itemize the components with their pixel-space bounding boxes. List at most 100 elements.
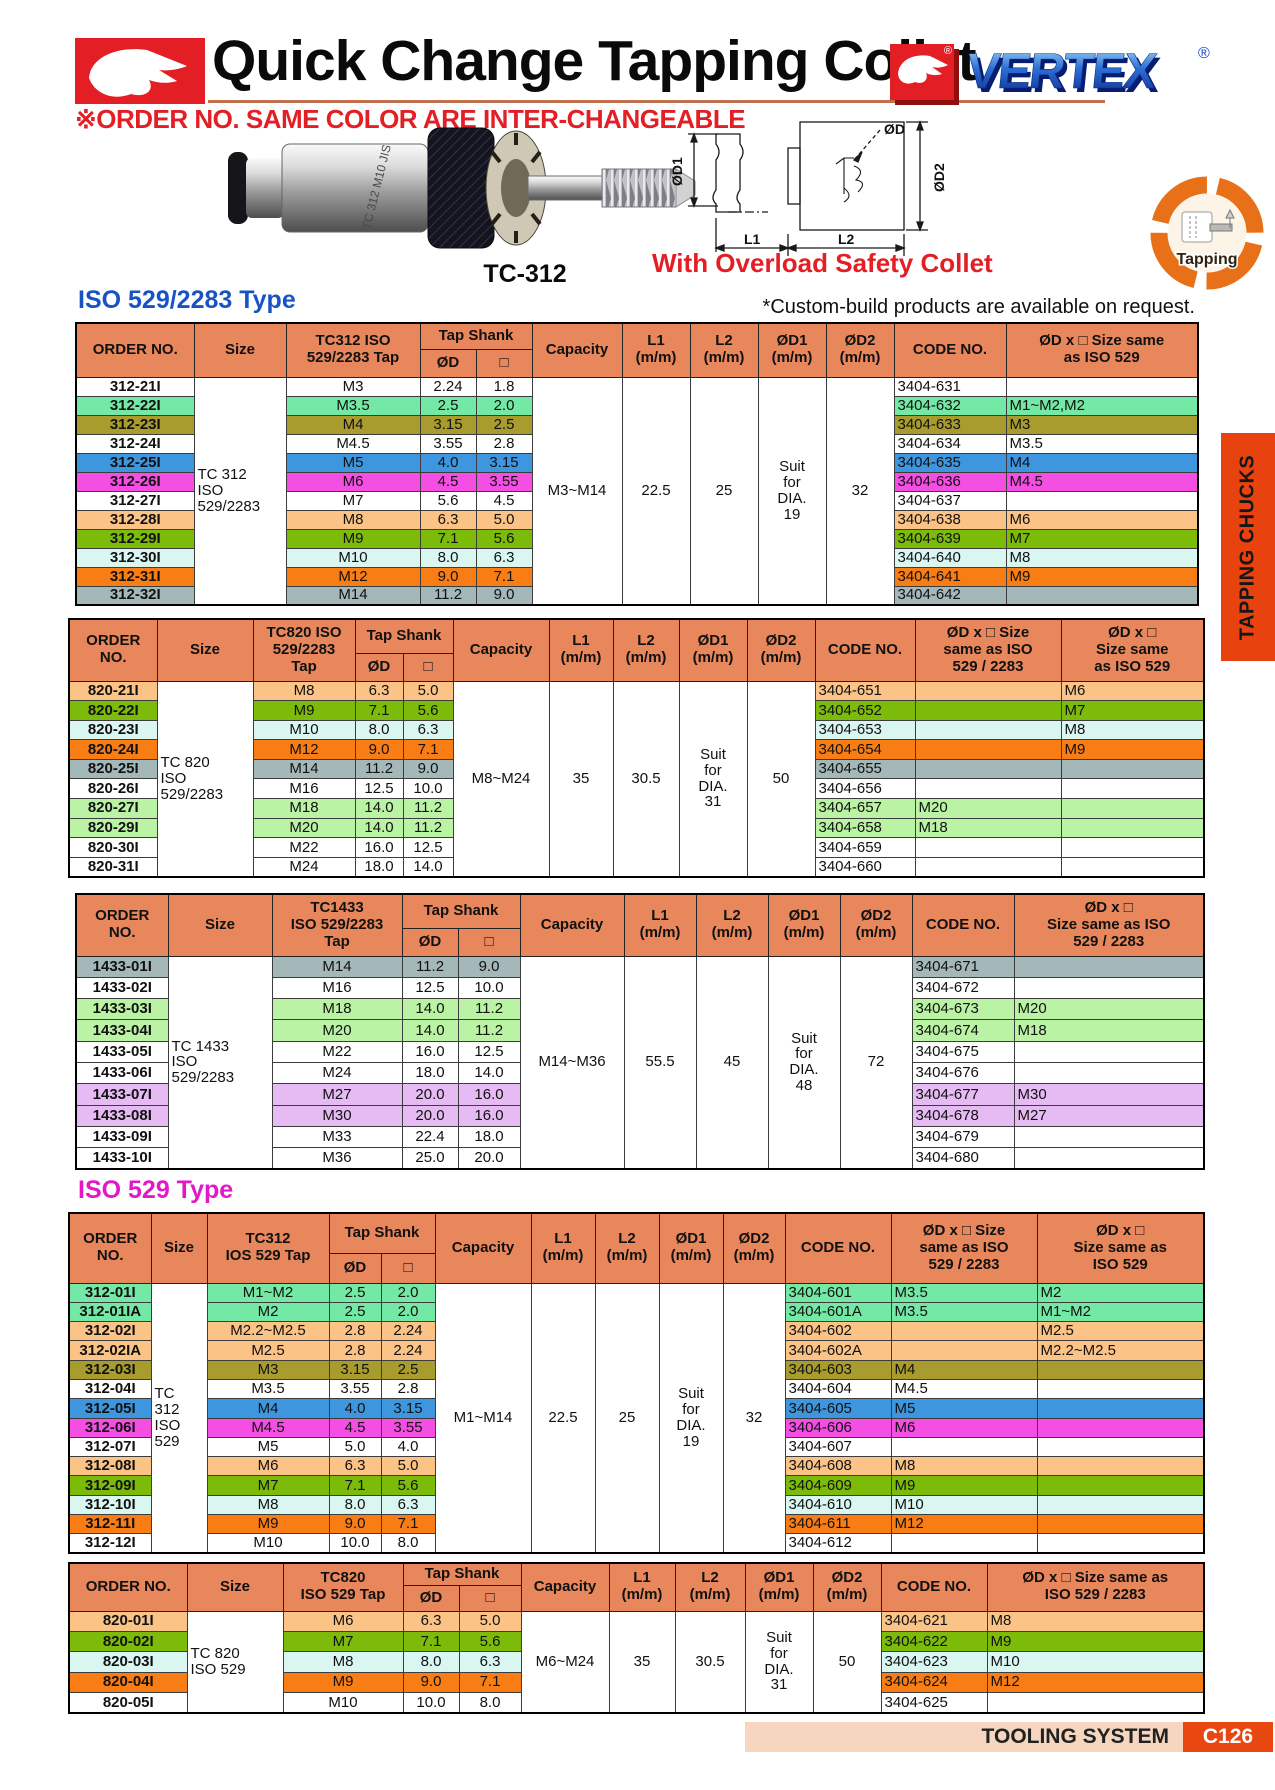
iso-equivalent-cell: M7 [1005,528,1199,549]
eagle-icon [89,49,187,97]
table-row: 820-22I M9 7.1 5.6 3404-652 M7 [68,700,1205,721]
order-no-cell: 312-06I [68,1417,152,1438]
table-row: 820-04I M9 9.0 7.1 3404-624 M12 [68,1671,1205,1694]
table-row: 820-31I M24 18.0 14.0 3404-660 [68,856,1205,878]
iso-equivalent-cell: M2.5 [1036,1321,1205,1342]
iso-equivalent-cell [1005,490,1199,511]
iso-equivalent-cell: M8 [1005,547,1199,568]
iso-equivalent-cell: M20 [914,798,1062,819]
col-header-l2: L2 (m/m) [674,1562,746,1612]
knurled-ring [427,127,495,249]
shank-square-cell: 5.6 [458,1630,522,1653]
iso-equivalent-cell [1013,1125,1205,1149]
col-header-shank-square: □ [475,348,533,378]
shank-od-cell: 20.0 [401,1104,459,1127]
shank-square-cell: 7.1 [380,1514,436,1535]
tap-size-cell: M1~M2 [206,1282,330,1303]
iso-equivalent-cell: M6 [1005,509,1199,530]
iso-equivalent-cell: M3.5 [1005,433,1199,454]
shank-od-cell: 6.3 [419,509,477,530]
shank-square-cell: 9.0 [457,955,521,978]
col-header-od2: ØD2 (m/m) [812,1562,882,1612]
shank-square-cell: 5.6 [475,528,533,549]
shank-od-cell: 3.55 [328,1378,382,1400]
tap-size-cell: M9 [285,528,421,549]
iso-equivalent-cell: M4.5 [890,1378,1038,1400]
shank-od-cell: 14.0 [354,798,404,819]
tap-size-cell: M3 [206,1359,330,1380]
shank-od-cell: 2.5 [328,1282,382,1303]
tap-size-cell: M14 [252,758,356,780]
iso-equivalent-cell [1005,585,1199,606]
code-no-cell: 3404-676 [911,1061,1015,1085]
table-row: 312-02I M2.2~M2.5 2.8 2.24 3404-602 M2.5 [68,1321,1205,1342]
tap-size-cell: M2 [206,1301,330,1323]
iso-equivalent-cell [914,700,1062,721]
order-no-cell: 820-23I [68,719,158,741]
size-cell: TC 820 ISO 529/2283 [156,680,254,878]
col-header-iso-equivalent: ØD x □ Size same as ISO 529 [1060,618,1205,682]
iso-equivalent-cell: M8 [890,1456,1038,1477]
shank-od-cell: 10.0 [328,1533,382,1554]
eagle-logo [75,38,205,104]
tap-size-cell: M33 [271,1125,403,1149]
tap-size-cell: M10 [282,1692,404,1714]
iso-equivalent-cell [890,1321,1038,1342]
shank-square-cell: 11.2 [402,798,454,819]
col-header-shank-square: □ [458,1584,522,1612]
tap-size-cell: M9 [282,1671,404,1694]
tap-size-cell: M2.5 [206,1340,330,1361]
col-header-l1: L1 (m/m) [530,1212,596,1284]
shank-square-cell: 2.8 [475,433,533,454]
vertex-wordmark: VERTEX VERTEX ® [964,43,1210,103]
code-no-cell: 3404-602 [784,1321,892,1342]
shank-od-cell: 9.0 [354,739,404,760]
col-header-tap-shank: Tap Shank [419,322,533,350]
order-no-cell: 820-30I [68,837,158,858]
col-header-capacity: Capacity [452,618,550,682]
code-no-cell: 3404-604 [784,1378,892,1400]
col-header-tap-shank: Tap Shank [401,893,521,929]
tap-size-cell: M9 [206,1514,330,1535]
table-row: 820-25I M14 11.2 9.0 3404-655 [68,758,1205,780]
shank-square-cell: 5.0 [458,1610,522,1632]
table-tc312-iso529: ORDER NO. Size TC312 IOS 529 Tap Tap Shank C… [68,1212,1205,1555]
shank-od-cell: 8.0 [402,1651,460,1673]
order-no-cell: 1433-06I [75,1061,169,1085]
table-row: 1433-04I M20 14.0 11.2 3404-674 M18 [75,1019,1205,1042]
tap-size-cell: M30 [271,1104,403,1127]
order-no-cell: 312-31I [75,566,195,587]
iso-equivalent-cell [1013,1147,1205,1170]
iso-equivalent-cell [890,1340,1038,1361]
capacity-cell: M3~M14 [531,376,623,606]
table-row: 312-26I M6 4.5 3.55 3404-636 M4.5 [75,471,1199,492]
tap-size-cell: M12 [285,566,421,587]
shank-square-cell: 12.5 [457,1040,521,1063]
code-no-cell: 3404-625 [880,1692,988,1714]
order-no-cell: 1433-07I [75,1083,169,1106]
shank-od-cell: 2.8 [328,1321,382,1342]
shank-square-cell: 4.5 [475,490,533,511]
shank-square-cell: 5.0 [380,1456,436,1477]
col-header-iso-equivalent: ØD x □ Size same as ISO 529 / 2283 [914,618,1062,682]
table-row: 1433-08I M30 20.0 16.0 3404-678 M27 [75,1104,1205,1127]
table-row: 1433-06I M24 18.0 14.0 3404-676 [75,1061,1205,1085]
iso-equivalent-cell: M1~M2,M2 [1005,395,1199,416]
l1-cell: 35 [608,1610,676,1714]
order-no-cell: 312-24I [75,433,195,454]
col-header-shank-square: □ [457,927,521,957]
iso-equivalent-cell [1060,778,1205,800]
table-tc820-iso529-2283: ORDER NO. Size TC820 ISO 529/2283 Tap Tap S… [68,618,1205,878]
iso-equivalent-cell: M4 [1005,452,1199,473]
shank-square-cell: 3.55 [475,471,533,492]
order-no-cell: 820-24I [68,739,158,760]
col-header-l1: L1 (m/m) [608,1562,676,1612]
iso-equivalent-cell: M3.5 [890,1282,1038,1303]
order-no-cell: 1433-08I [75,1104,169,1127]
col-header-iso-equivalent: ØD x □ Size same as ISO 529 / 2283 [890,1212,1038,1284]
od2-cell: 50 [746,680,816,878]
iso-equivalent-cell [914,719,1062,741]
shank-od-cell: 4.5 [328,1417,382,1438]
shank-square-cell: 5.6 [380,1475,436,1496]
order-no-cell: 312-04I [68,1378,152,1400]
